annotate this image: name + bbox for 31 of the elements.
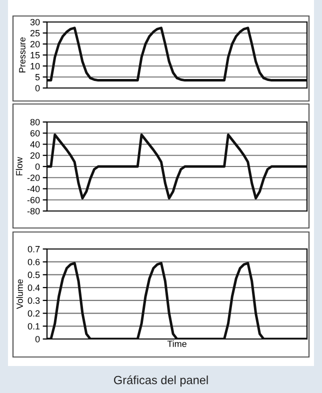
y-tick-label: 0 — [35, 336, 40, 342]
y-tick-label: 10 — [30, 62, 40, 70]
y-tick-label: 30 — [30, 18, 40, 26]
y-tick-label: 0.7 — [28, 246, 40, 252]
y-tick-label: 0.1 — [28, 323, 40, 330]
y-tick-label: 0 — [35, 163, 40, 170]
y-tick-label: 0 — [35, 84, 40, 92]
y-tick-label: 20 — [30, 152, 40, 159]
line-series — [47, 26, 307, 82]
y-tick-label: -60 — [27, 196, 40, 204]
y-tick-label: 0.4 — [28, 284, 40, 291]
y-tick-label: 25 — [30, 30, 40, 36]
y-tick-label: 60 — [30, 130, 40, 136]
y-tick-label: 20 — [30, 40, 40, 48]
text: Gráficas del panel — [114, 375, 208, 387]
y-axis-title: Pressure — [19, 37, 26, 72]
y-tick-label: 80 — [30, 118, 40, 126]
x-axis-title: Time — [167, 340, 186, 348]
y-axis-title: Volume — [16, 279, 23, 310]
y-tick-label: 0.2 — [28, 310, 40, 317]
y-axis-title: Flow — [16, 156, 22, 176]
y-tick-label: -80 — [27, 208, 40, 214]
y-tick-label: 40 — [30, 141, 40, 148]
y-tick-label: -40 — [27, 186, 40, 192]
line-series — [47, 134, 307, 200]
y-tick-label: 15 — [30, 52, 40, 58]
y-tick-label: 0.5 — [28, 272, 40, 278]
y-tick-label: 0.6 — [28, 258, 40, 266]
y-tick-label: 5 — [35, 74, 40, 80]
y-tick-label: -20 — [27, 174, 40, 181]
y-tick-label: 0.3 — [28, 297, 40, 304]
